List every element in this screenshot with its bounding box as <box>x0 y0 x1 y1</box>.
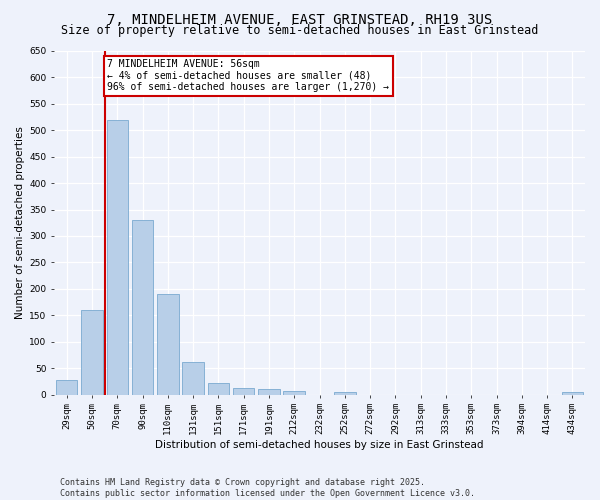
Bar <box>132 220 153 394</box>
X-axis label: Distribution of semi-detached houses by size in East Grinstead: Distribution of semi-detached houses by … <box>155 440 484 450</box>
Bar <box>208 383 229 394</box>
Bar <box>107 120 128 394</box>
Bar <box>334 392 356 394</box>
Text: Size of property relative to semi-detached houses in East Grinstead: Size of property relative to semi-detach… <box>61 24 539 37</box>
Text: Contains HM Land Registry data © Crown copyright and database right 2025.
Contai: Contains HM Land Registry data © Crown c… <box>60 478 475 498</box>
Bar <box>562 392 583 394</box>
Bar <box>233 388 254 394</box>
Bar <box>56 380 77 394</box>
Bar <box>81 310 103 394</box>
Y-axis label: Number of semi-detached properties: Number of semi-detached properties <box>15 126 25 319</box>
Bar <box>157 294 179 394</box>
Bar <box>258 390 280 394</box>
Bar <box>182 362 204 394</box>
Text: 7, MINDELHEIM AVENUE, EAST GRINSTEAD, RH19 3US: 7, MINDELHEIM AVENUE, EAST GRINSTEAD, RH… <box>107 12 493 26</box>
Bar <box>283 391 305 394</box>
Text: 7 MINDELHEIM AVENUE: 56sqm
← 4% of semi-detached houses are smaller (48)
96% of : 7 MINDELHEIM AVENUE: 56sqm ← 4% of semi-… <box>107 59 389 92</box>
